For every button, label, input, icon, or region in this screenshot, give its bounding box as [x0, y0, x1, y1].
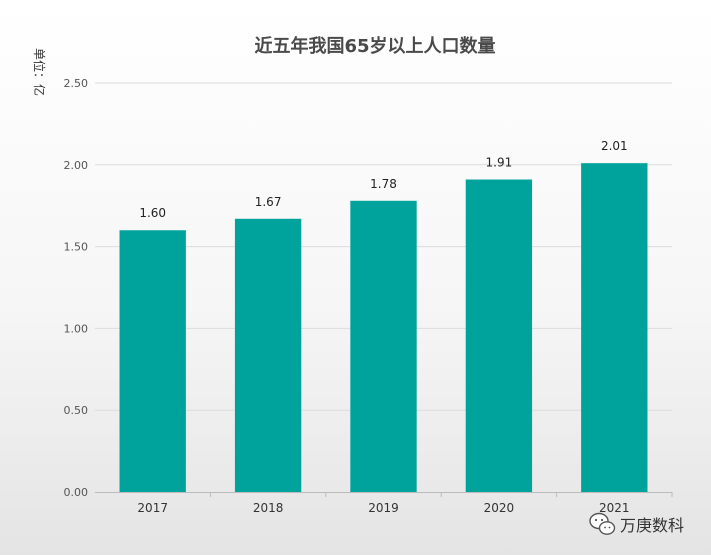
x-tick-label: 2019 — [368, 501, 399, 515]
x-tick-label: 2017 — [137, 501, 168, 515]
y-tick-label: 1.00 — [64, 322, 89, 335]
data-label: 2.01 — [601, 139, 628, 153]
chart-title: 近五年我国65岁以上人口数量 — [254, 35, 495, 57]
bar — [119, 230, 186, 493]
data-labels: 1.60 1.67 1.78 1.91 2.01 — [139, 139, 627, 220]
x-tick-label: 2018 — [253, 501, 284, 515]
watermark-text: 万庚数科 — [620, 516, 684, 535]
wechat-icon — [589, 512, 616, 535]
y-tick-label: 0.00 — [64, 486, 89, 499]
bars — [119, 163, 648, 493]
y-tick-label: 2.00 — [64, 159, 89, 172]
y-tick-label: 2.50 — [64, 77, 89, 90]
x-axis-ticks: 2017 2018 2019 2020 2021 — [137, 492, 673, 515]
y-axis-ticks: 0.00 0.50 1.00 1.50 2.00 2.50 — [64, 77, 89, 499]
data-label: 1.91 — [486, 156, 513, 170]
x-tick-label: 2021 — [599, 501, 630, 515]
y-tick-label: 1.50 — [64, 241, 89, 254]
watermark: 万庚数科 — [589, 512, 684, 535]
data-label: 1.60 — [139, 206, 166, 220]
x-tick-label: 2020 — [484, 501, 515, 515]
bar — [350, 200, 417, 493]
y-tick-label: 0.50 — [64, 404, 89, 417]
data-label: 1.67 — [255, 195, 282, 209]
data-label: 1.78 — [370, 177, 397, 191]
y-unit-label: 单位：亿 — [32, 48, 47, 96]
bar — [581, 163, 648, 492]
bar — [234, 218, 302, 492]
bar — [465, 179, 533, 493]
